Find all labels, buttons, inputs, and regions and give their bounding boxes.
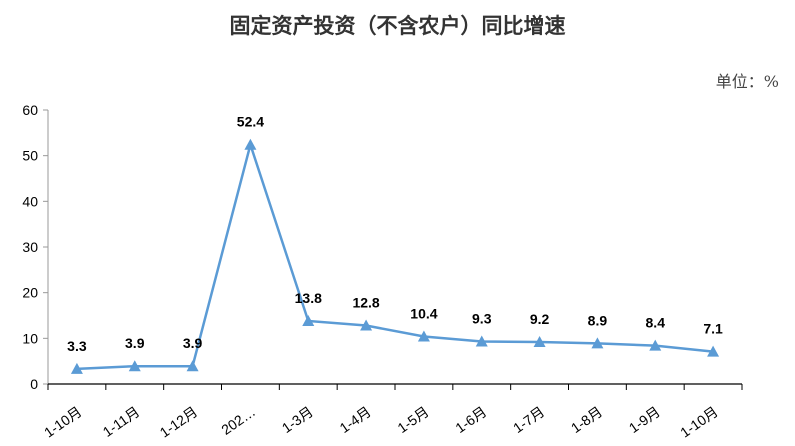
x-tick-label: 1-11月 bbox=[100, 403, 143, 440]
data-label: 3.9 bbox=[183, 335, 203, 351]
data-point-marker bbox=[186, 360, 199, 372]
data-point-marker bbox=[302, 314, 315, 326]
data-label: 8.9 bbox=[588, 312, 608, 328]
data-point-marker bbox=[591, 337, 604, 349]
x-tick-label: 1-4月 bbox=[337, 403, 374, 436]
y-tick-label: 50 bbox=[22, 148, 38, 164]
data-label: 9.3 bbox=[472, 311, 492, 327]
data-point-marker bbox=[360, 319, 373, 331]
data-label: 13.8 bbox=[295, 290, 322, 306]
y-tick-label: 40 bbox=[22, 193, 38, 209]
x-tick-label: 1-3月 bbox=[279, 403, 316, 436]
data-label: 8.4 bbox=[646, 315, 666, 331]
x-tick-label: 1-8月 bbox=[568, 403, 605, 436]
unit-label: 单位：% bbox=[715, 72, 779, 91]
data-label: 52.4 bbox=[237, 114, 264, 130]
data-point-marker bbox=[533, 335, 546, 347]
x-tick-label: 1-7月 bbox=[510, 403, 547, 436]
x-tick-label: 202… bbox=[218, 403, 258, 438]
data-point-marker bbox=[128, 360, 141, 372]
x-tick-label: 1-5月 bbox=[394, 403, 431, 436]
x-tick-label: 1-12月 bbox=[157, 403, 201, 440]
data-label: 12.8 bbox=[352, 295, 379, 311]
y-tick-label: 60 bbox=[22, 102, 38, 118]
data-point-marker bbox=[707, 345, 720, 357]
data-point-marker bbox=[475, 335, 488, 347]
y-tick-label: 20 bbox=[22, 285, 38, 301]
x-tick-label: 1-10月 bbox=[677, 403, 721, 440]
x-tick-label: 1-10月 bbox=[41, 403, 85, 440]
y-tick-label: 30 bbox=[22, 239, 38, 255]
data-point-marker bbox=[70, 362, 83, 374]
x-tick-label: 1-9月 bbox=[626, 403, 663, 436]
data-point-marker bbox=[649, 339, 662, 351]
data-point-marker bbox=[417, 330, 430, 342]
data-label: 9.2 bbox=[530, 311, 550, 327]
chart-title: 固定资产投资（不含农户）同比增速 bbox=[229, 13, 566, 38]
data-point-marker bbox=[244, 138, 257, 150]
series-line bbox=[76, 140, 714, 371]
data-label: 3.3 bbox=[67, 338, 87, 354]
x-tick-label: 1-6月 bbox=[452, 403, 489, 436]
y-tick-label: 10 bbox=[22, 330, 38, 346]
y-tick-label: 0 bbox=[30, 376, 38, 392]
data-label: 10.4 bbox=[410, 306, 437, 322]
data-label: 3.9 bbox=[125, 335, 145, 351]
data-label: 7.1 bbox=[703, 321, 723, 337]
